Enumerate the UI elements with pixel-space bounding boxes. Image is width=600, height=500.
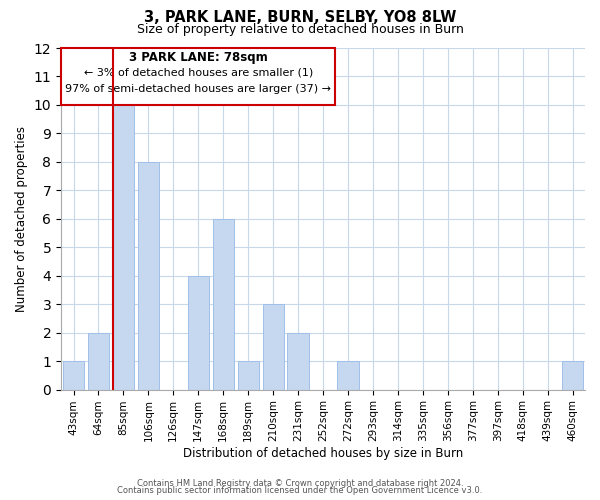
Bar (188, 276, 209, 390)
Bar (287, 332, 308, 390)
Text: 3, PARK LANE, BURN, SELBY, YO8 8LW: 3, PARK LANE, BURN, SELBY, YO8 8LW (144, 10, 456, 25)
Bar (61, 48, 335, 105)
Text: Contains HM Land Registry data © Crown copyright and database right 2024.: Contains HM Land Registry data © Crown c… (137, 478, 463, 488)
Text: Contains public sector information licensed under the Open Government Licence v3: Contains public sector information licen… (118, 486, 482, 495)
Y-axis label: Number of detached properties: Number of detached properties (15, 126, 28, 312)
Text: ← 3% of detached houses are smaller (1): ← 3% of detached houses are smaller (1) (83, 67, 313, 77)
Bar (63, 361, 84, 390)
Bar (337, 361, 359, 390)
Bar (138, 162, 159, 390)
Bar (212, 219, 234, 390)
Text: Size of property relative to detached houses in Burn: Size of property relative to detached ho… (137, 22, 463, 36)
Bar (113, 105, 134, 390)
Bar (238, 361, 259, 390)
Bar (562, 361, 583, 390)
Text: 3 PARK LANE: 78sqm: 3 PARK LANE: 78sqm (129, 52, 268, 64)
X-axis label: Distribution of detached houses by size in Burn: Distribution of detached houses by size … (183, 447, 463, 460)
Bar (88, 332, 109, 390)
Bar (263, 304, 284, 390)
Text: 97% of semi-detached houses are larger (37) →: 97% of semi-detached houses are larger (… (65, 84, 331, 94)
